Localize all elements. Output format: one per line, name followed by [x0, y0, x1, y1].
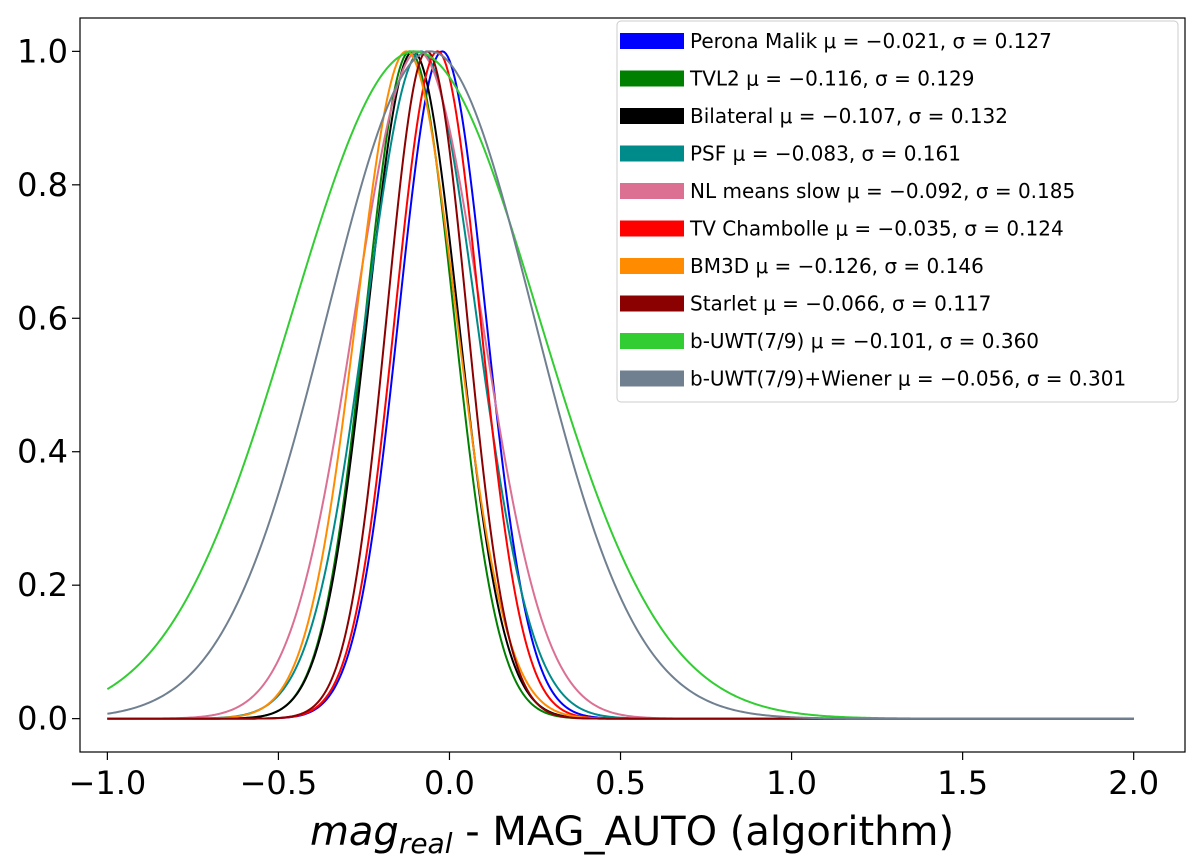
x-axis-title: magreal - MAG_AUTO (algorithm): [310, 809, 954, 860]
y-tick-label: 1.0: [17, 32, 68, 70]
legend-swatch-2: [620, 108, 684, 124]
legend-swatch-4: [620, 183, 684, 199]
legend-swatch-0: [620, 33, 684, 49]
x-tick-label: 0.0: [424, 764, 475, 802]
legend-swatch-1: [620, 70, 684, 87]
legend-box: [616, 20, 1179, 403]
x-axis-title-rest: - MAG_AUTO (algorithm): [453, 809, 955, 855]
legend-label-8: b-UWT(7/9) μ = −0.101, σ = 0.360: [690, 329, 1039, 353]
x-tick-label: −0.5: [240, 764, 318, 802]
ticks-layer: −1.0 −0.5 0.0 0.5 1.0 1.5 2.0 0.0 0.2 0.4 0.6 0.8 1.…: [17, 32, 1159, 802]
legend-label-7: Starlet μ = −0.066, σ = 0.117: [690, 292, 991, 316]
legend-swatch-3: [620, 145, 684, 162]
legend: Perona Malik μ = −0.021, σ = 0.127 TVL2 μ…: [616, 20, 1179, 403]
legend-swatch-6: [620, 258, 684, 274]
legend-label-9: b-UWT(7/9)+Wiener μ = −0.056, σ = 0.301: [690, 367, 1126, 391]
legend-swatch-5: [620, 220, 684, 237]
x-tick-label: 0.5: [595, 764, 646, 802]
legend-label-5: TV Chambolle μ = −0.035, σ = 0.124: [689, 217, 1064, 241]
y-tick-label: 0.8: [17, 166, 68, 204]
legend-swatch-7: [620, 295, 684, 312]
x-tick-label: 1.0: [766, 764, 817, 802]
x-tick-label: 1.5: [937, 764, 988, 802]
x-tick-label: 2.0: [1108, 764, 1159, 802]
legend-label-3: PSF μ = −0.083, σ = 0.161: [690, 142, 961, 166]
series-line-9: [107, 50, 1134, 720]
y-tick-label: 0.4: [17, 433, 68, 471]
series-layer: [106, 50, 1134, 720]
legend-label-4: NL means slow μ = −0.092, σ = 0.185: [690, 179, 1075, 203]
y-tick-label: 0.2: [17, 566, 68, 604]
x-axis-title-math: mag: [310, 809, 399, 855]
y-tick-label: 0.6: [17, 299, 68, 337]
legend-label-2: Bilateral μ = −0.107, σ = 0.132: [690, 104, 1008, 128]
y-tick-label: 0.0: [17, 700, 68, 738]
legend-label-1: TVL2 μ = −0.116, σ = 0.129: [689, 67, 974, 91]
legend-swatch-9: [620, 370, 684, 387]
legend-label-0: Perona Malik μ = −0.021, σ = 0.127: [690, 29, 1052, 53]
plot-frame: [79, 17, 1186, 753]
legend-swatch-8: [620, 333, 684, 349]
x-axis-title-subscript: real: [399, 827, 453, 860]
legend-label-6: BM3D μ = −0.126, σ = 0.146: [690, 254, 984, 278]
x-tick-label: −1.0: [69, 764, 147, 802]
